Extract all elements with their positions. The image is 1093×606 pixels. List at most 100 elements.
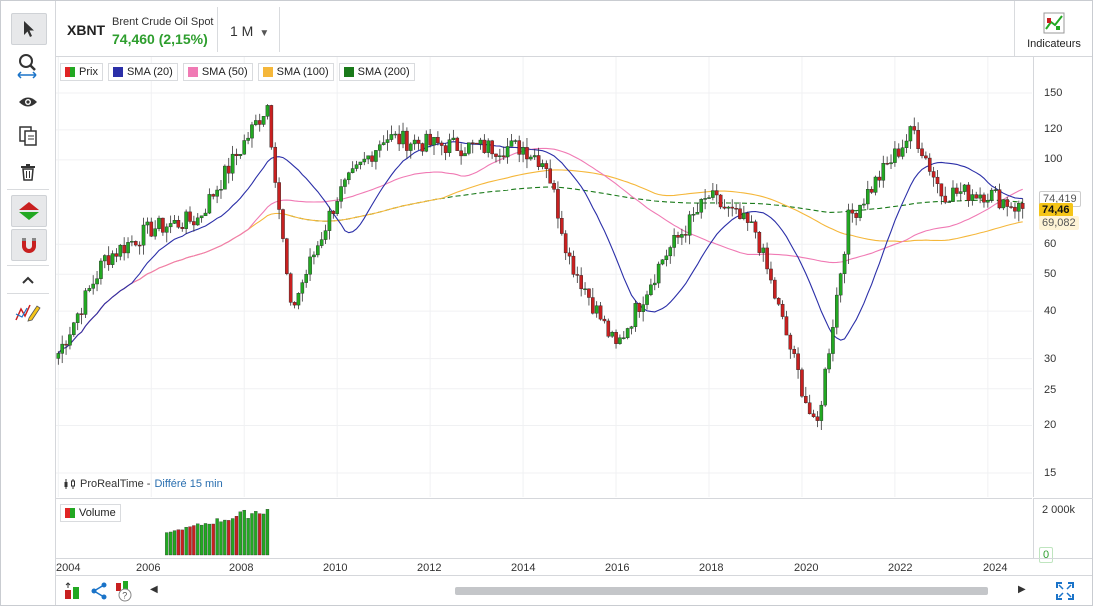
volume-bar <box>261 513 266 556</box>
candle-body <box>594 305 599 314</box>
candle-body <box>277 182 281 210</box>
export-icon[interactable] <box>64 582 80 600</box>
candle-body <box>509 140 514 147</box>
price-candle <box>126 237 130 259</box>
volume-pane[interactable] <box>56 498 1032 559</box>
legend-item-volume[interactable]: Volume <box>60 504 121 522</box>
legend-item-sma50[interactable]: SMA (50) <box>182 63 253 81</box>
price-candle <box>974 191 979 199</box>
price-candle <box>385 130 390 151</box>
price-chart-area[interactable] <box>56 57 1032 497</box>
x-tick: 2010 <box>323 562 348 574</box>
trade-tool-button[interactable] <box>11 195 47 227</box>
scroll-left-arrow[interactable]: ◀ <box>150 584 158 595</box>
price-candle <box>439 140 444 156</box>
price-candle <box>68 326 72 350</box>
candle-body <box>877 176 882 181</box>
price-candle <box>637 302 642 318</box>
candle-body <box>676 235 680 238</box>
price-candle <box>447 133 452 157</box>
candle-body <box>195 217 200 226</box>
copy-button[interactable] <box>11 121 45 151</box>
fullscreen-icon[interactable] <box>1056 582 1074 600</box>
indicators-button[interactable]: Indicateurs <box>1014 1 1093 56</box>
pointer-tool-button[interactable] <box>11 13 47 45</box>
delay-info[interactable]: Différé 15 min <box>154 478 223 490</box>
candle-body <box>416 139 421 144</box>
candle-body <box>110 253 115 265</box>
time-axis[interactable]: 2004 2006 2008 2010 2012 2014 2016 2018 … <box>56 558 1092 575</box>
candle-body <box>505 146 510 158</box>
candle-body <box>188 211 192 222</box>
price-candle <box>420 142 425 156</box>
candle-body <box>323 230 328 240</box>
price-candle <box>377 140 382 158</box>
ticker-symbol[interactable]: XBNT <box>67 22 106 38</box>
drawing-tools-button[interactable] <box>11 296 45 326</box>
sma200-line <box>290 186 1023 222</box>
price-candle <box>649 278 653 297</box>
candle-body <box>172 220 177 224</box>
price-candle <box>60 335 64 364</box>
candle-body <box>633 303 638 327</box>
delete-button[interactable] <box>11 157 45 187</box>
horizontal-scrollbar[interactable] <box>455 587 988 595</box>
price-candle <box>316 241 320 258</box>
price-axis[interactable]: 150 120 100 74,419 74,46 69,082 60 50 40… <box>1033 57 1093 497</box>
candle-body <box>56 353 61 359</box>
candle-body <box>571 255 576 275</box>
magnet-button[interactable] <box>11 229 47 261</box>
legend-item-price[interactable]: Prix <box>60 63 103 81</box>
price-candle <box>64 340 68 355</box>
price-candle <box>474 142 479 145</box>
candle-body <box>683 234 688 236</box>
candle-body <box>389 134 394 140</box>
legend-item-sma20[interactable]: SMA (20) <box>107 63 178 81</box>
candle-body <box>1013 206 1017 212</box>
instrument-name: Brent Crude Oil Spot <box>112 16 214 28</box>
sma100-value-tag: 69,082 <box>1039 216 1079 230</box>
price-candle <box>707 194 711 199</box>
price-candle <box>335 197 339 216</box>
price-candle <box>668 245 673 264</box>
volume-bar <box>184 526 188 556</box>
price-candle <box>796 347 800 379</box>
price-candle <box>1001 199 1006 211</box>
candle-body <box>838 273 843 296</box>
scroll-right-arrow[interactable]: ▶ <box>1018 584 1026 595</box>
candle-body <box>846 209 851 255</box>
candle-body <box>153 228 157 237</box>
price-candle <box>920 142 924 159</box>
trash-icon <box>21 164 35 181</box>
price-candle <box>103 254 107 269</box>
help-icon[interactable]: ? <box>114 580 134 602</box>
price-candle <box>591 287 595 315</box>
price-candle <box>401 122 405 149</box>
candle-body <box>854 212 858 218</box>
candle-body <box>319 239 324 246</box>
candle-body <box>532 155 537 158</box>
price-candle <box>195 213 200 226</box>
candle-body <box>753 221 758 233</box>
price-candle <box>579 267 583 297</box>
price-candle <box>598 302 603 321</box>
price-candle <box>250 121 254 148</box>
visibility-button[interactable] <box>11 87 45 117</box>
candle-body <box>474 142 479 145</box>
zoom-tool-button[interactable] <box>11 51 45 81</box>
price-candle <box>780 300 785 320</box>
collapse-toolbar-button[interactable] <box>11 265 45 295</box>
indicators-icon <box>1043 12 1065 34</box>
legend-item-sma100[interactable]: SMA (100) <box>257 63 334 81</box>
volume-bar <box>196 523 200 556</box>
volume-swatch <box>65 508 75 518</box>
share-icon[interactable] <box>90 582 108 600</box>
candle-body <box>269 105 274 148</box>
legend-item-sma200[interactable]: SMA (200) <box>338 63 415 81</box>
candle-body <box>773 279 777 299</box>
price-candle <box>672 228 676 257</box>
candle-body <box>927 157 932 172</box>
period-selector[interactable]: 1 M ▼ <box>230 23 269 39</box>
price-candle <box>838 272 843 303</box>
